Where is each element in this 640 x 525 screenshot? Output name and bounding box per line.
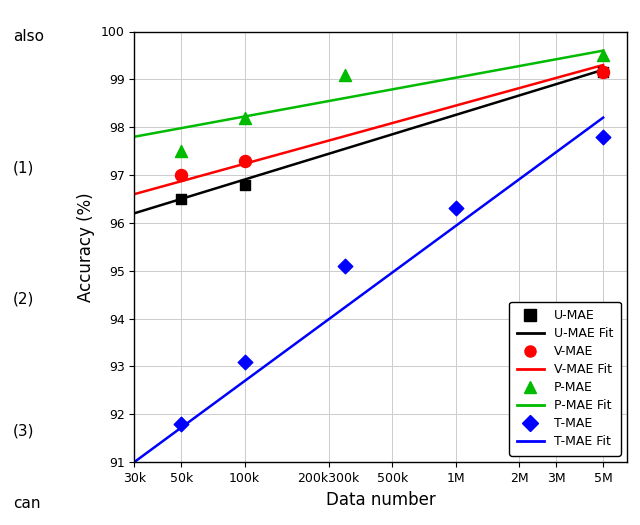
X-axis label: Data number: Data number: [326, 491, 436, 509]
Y-axis label: Accuracy (%): Accuracy (%): [77, 192, 95, 301]
Point: [176, 195, 186, 203]
Point: [239, 358, 250, 366]
Point: [176, 147, 186, 155]
Point: [598, 132, 608, 141]
Point: [340, 70, 351, 79]
Point: [598, 68, 608, 76]
Text: (3): (3): [13, 423, 35, 438]
Point: [239, 113, 250, 122]
Point: [239, 156, 250, 165]
Point: [598, 51, 608, 60]
Point: [598, 68, 608, 76]
Legend: U-MAE, U-MAE Fit, V-MAE, V-MAE Fit, P-MAE, P-MAE Fit, T-MAE, T-MAE Fit: U-MAE, U-MAE Fit, V-MAE, V-MAE Fit, P-MA…: [509, 302, 621, 456]
Text: also: also: [13, 29, 44, 44]
Point: [451, 204, 461, 213]
Point: [239, 181, 250, 189]
Point: [340, 261, 351, 270]
Point: [176, 419, 186, 428]
Text: (2): (2): [13, 292, 34, 307]
Text: (1): (1): [13, 161, 34, 175]
Text: can: can: [13, 497, 40, 511]
Point: [176, 171, 186, 179]
